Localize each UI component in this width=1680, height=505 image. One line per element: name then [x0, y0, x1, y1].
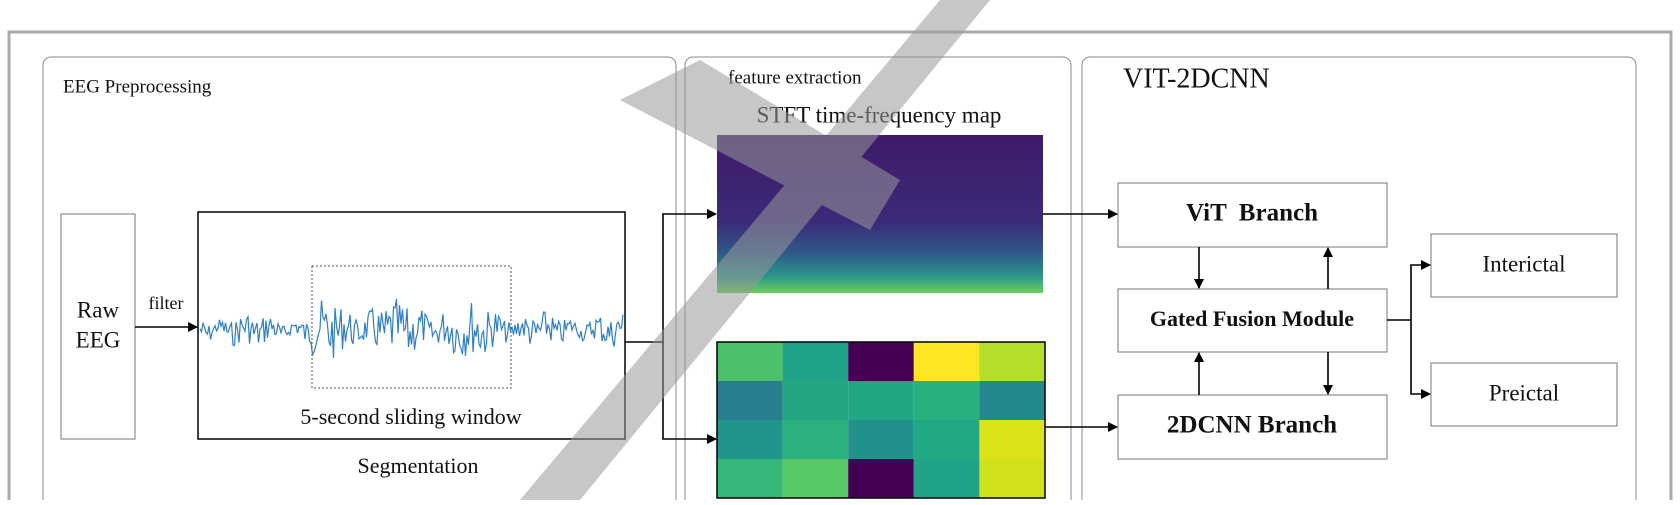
heatmap-cell — [913, 381, 980, 420]
heatmap-cell — [979, 381, 1045, 420]
vit-branch-box — [1117, 182, 1388, 248]
arrow — [1387, 260, 1431, 321]
fusion-label: Gated Fusion Module — [1150, 306, 1354, 331]
heatmap-cell — [782, 381, 849, 420]
heatmap-cell — [782, 420, 849, 459]
window-label: 5-second sliding window — [300, 404, 521, 429]
panel-title: feature extraction — [728, 67, 862, 88]
eeg-waveform — [199, 298, 624, 358]
arrow — [625, 209, 717, 343]
raw-eeg-box — [60, 213, 136, 440]
vit-branch-label: ViT Branch — [1186, 200, 1318, 227]
segmentation-label: Segmentation — [358, 453, 479, 478]
heatmap-cell — [848, 381, 914, 420]
heatmap-cell — [782, 459, 849, 498]
heatmap-border — [716, 341, 1046, 499]
heatmap-cell — [979, 459, 1045, 498]
heatmap-cell — [848, 420, 914, 459]
heatmap-cell — [913, 420, 980, 459]
cnn-branch-label: 2DCNN Branch — [1167, 412, 1337, 439]
interictal-label: Interictal — [1482, 251, 1565, 276]
panel — [684, 56, 1072, 505]
heatmap-cell — [717, 459, 783, 498]
heatmap-cell — [848, 459, 914, 498]
raw-eeg-label: EEG — [76, 327, 121, 352]
fusion-box — [1117, 288, 1388, 353]
panel-title: EEG Preprocessing — [63, 76, 212, 97]
interictal-box — [1430, 233, 1618, 298]
sliding-window — [311, 265, 512, 389]
panel-title: VIT-2DCNN — [1123, 63, 1270, 94]
heatmap-cell — [979, 420, 1045, 459]
heatmap-cell — [979, 342, 1045, 381]
heatmap-cell — [913, 342, 980, 381]
heatmap-cell — [717, 342, 783, 381]
heatmap-cell — [717, 381, 783, 420]
heatmap-cell — [848, 342, 914, 381]
heatmap-cell — [717, 420, 783, 459]
cnn-branch-box — [1117, 394, 1388, 460]
heatmap-cell — [913, 459, 980, 498]
filter-label: filter — [149, 293, 184, 313]
preictal-box — [1430, 362, 1618, 427]
outer-frame — [7, 30, 1673, 505]
preictal-label: Preictal — [1489, 380, 1559, 405]
heatmap-cell — [782, 342, 849, 381]
feature-heatmap — [717, 342, 1045, 498]
panel — [1081, 56, 1637, 505]
arrow — [1410, 320, 1431, 399]
watermark — [520, 0, 990, 500]
panel — [42, 56, 677, 505]
raw-eeg-label: Raw — [77, 297, 120, 322]
